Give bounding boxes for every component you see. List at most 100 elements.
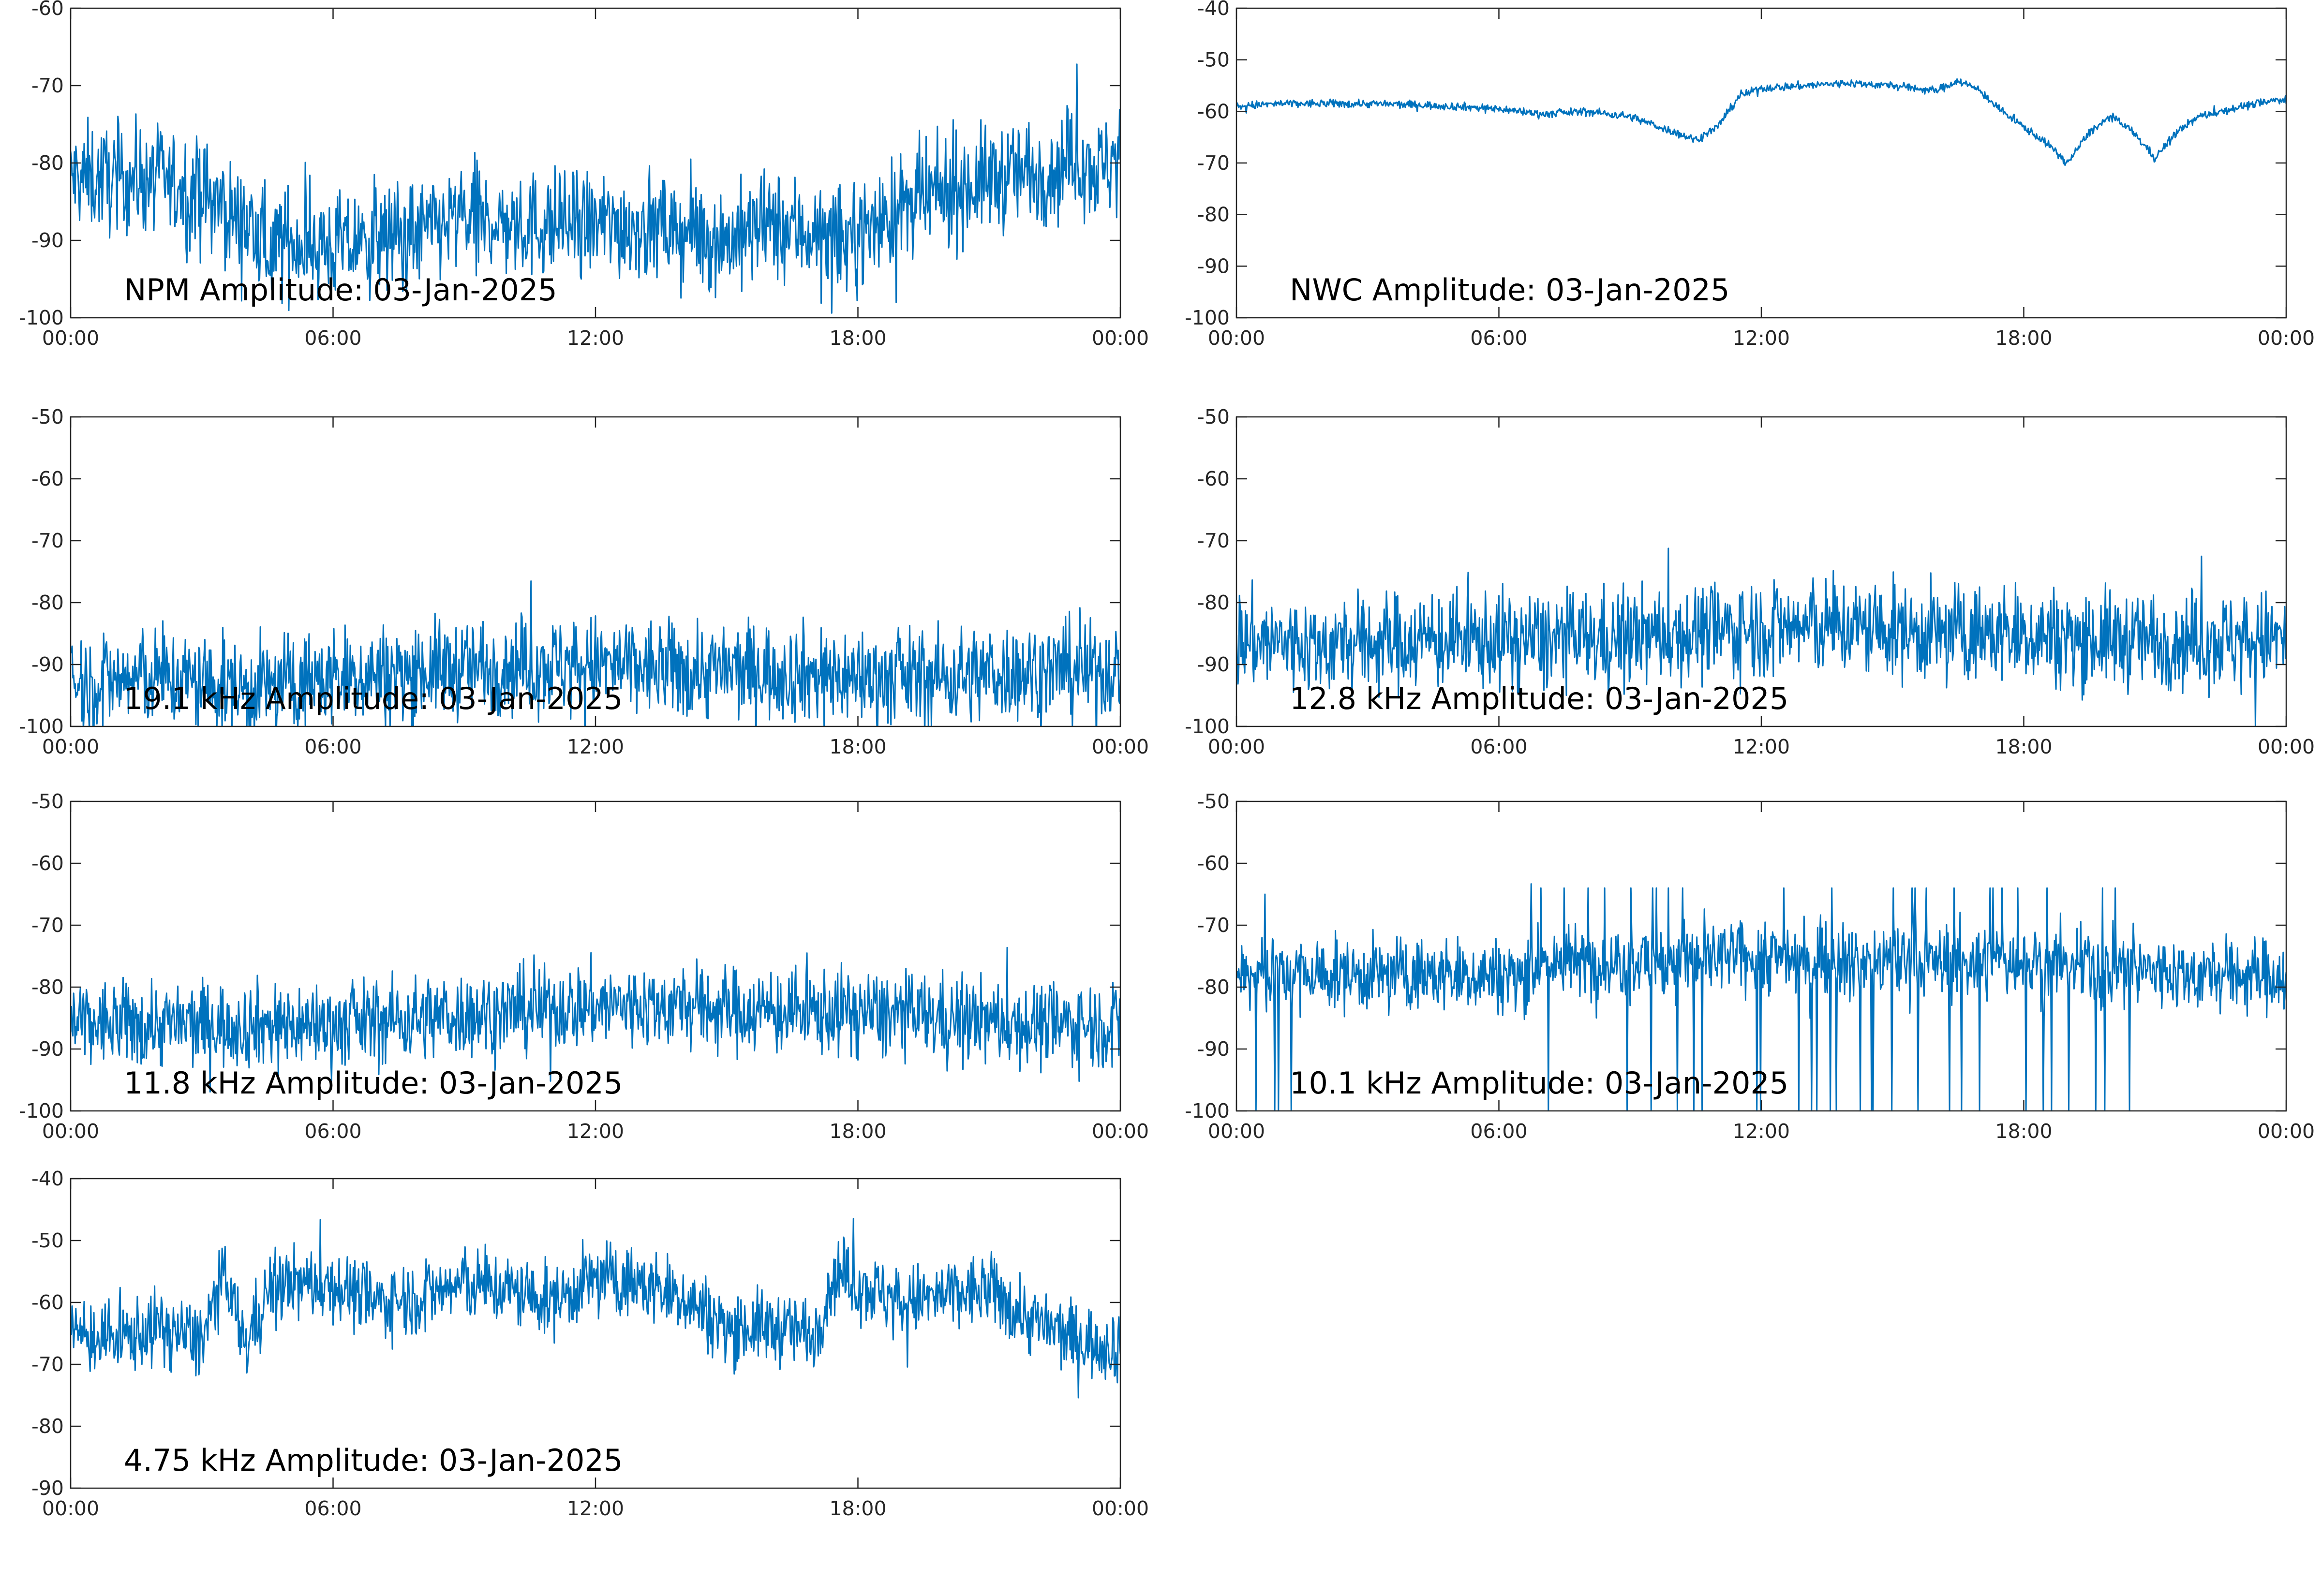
panel-title: 10.1 kHz Amplitude: 03-Jan-2025	[1290, 1065, 1788, 1101]
x-tick-label: 18:00	[829, 326, 886, 350]
y-tick-label: -70	[1197, 529, 1230, 552]
x-tick-label: 00:00	[2258, 1120, 2315, 1143]
y-tick-label: -50	[1197, 48, 1230, 72]
y-tick-label: -70	[31, 74, 64, 97]
panel-title: 4.75 kHz Amplitude: 03-Jan-2025	[124, 1443, 623, 1478]
y-tick-label: -80	[1197, 203, 1230, 226]
x-tick-label: 00:00	[1208, 1120, 1265, 1143]
x-tick-label: 00:00	[1092, 1497, 1149, 1520]
y-tick-label: -80	[31, 1415, 64, 1438]
x-tick-label: 12:00	[1733, 326, 1790, 350]
series-line	[1236, 883, 2286, 1111]
y-tick-label: -50	[31, 1229, 64, 1252]
y-tick-label: -90	[31, 1477, 64, 1500]
y-tick-label: -50	[1197, 405, 1230, 429]
y-tick-label: -100	[1185, 1099, 1230, 1123]
y-tick-label: -90	[31, 1037, 64, 1061]
x-tick-label: 12:00	[567, 1497, 624, 1520]
y-tick-label: -100	[1185, 715, 1230, 738]
y-tick-label: -60	[31, 852, 64, 875]
x-tick-label: 06:00	[1470, 326, 1527, 350]
panel-title: 19.1 kHz Amplitude: 03-Jan-2025	[124, 681, 623, 716]
y-tick-label: -40	[31, 1167, 64, 1190]
y-tick-label: -80	[31, 975, 64, 999]
y-tick-label: -100	[19, 715, 64, 738]
x-tick-label: 00:00	[1092, 326, 1149, 350]
series-line	[71, 1218, 1120, 1399]
y-tick-label: -100	[1185, 306, 1230, 329]
y-tick-label: -80	[1197, 591, 1230, 614]
y-tick-label: -50	[1197, 790, 1230, 813]
x-tick-label: 06:00	[304, 1497, 361, 1520]
x-tick-label: 18:00	[1995, 735, 2052, 758]
x-tick-label: 12:00	[567, 1120, 624, 1143]
y-tick-label: -50	[31, 790, 64, 813]
y-tick-label: -90	[1197, 1037, 1230, 1061]
x-tick-label: 12:00	[1733, 735, 1790, 758]
y-tick-label: -50	[31, 405, 64, 429]
y-tick-label: -80	[31, 151, 64, 175]
y-tick-label: -60	[1197, 467, 1230, 490]
axes-frame	[70, 1178, 1121, 1489]
series-line	[71, 580, 1120, 726]
series-line	[71, 946, 1120, 1093]
axes-frame	[1235, 7, 2287, 319]
x-tick-label: 06:00	[304, 735, 361, 758]
y-tick-label: -60	[1197, 852, 1230, 875]
y-tick-label: -70	[31, 1353, 64, 1376]
x-tick-label: 12:00	[1733, 1120, 1790, 1143]
x-tick-label: 00:00	[42, 1497, 99, 1520]
x-tick-label: 18:00	[1995, 326, 2052, 350]
x-tick-label: 06:00	[1470, 1120, 1527, 1143]
panel-title: 11.8 kHz Amplitude: 03-Jan-2025	[124, 1065, 623, 1101]
x-tick-label: 18:00	[829, 735, 886, 758]
y-tick-label: -90	[31, 229, 64, 252]
y-tick-label: -100	[19, 306, 64, 329]
x-tick-label: 00:00	[2258, 326, 2315, 350]
y-tick-label: -70	[31, 914, 64, 937]
x-tick-label: 06:00	[1470, 735, 1527, 758]
y-tick-label: -90	[31, 653, 64, 676]
axes-frame	[70, 7, 1121, 319]
x-tick-label: 18:00	[829, 1497, 886, 1520]
x-tick-label: 00:00	[42, 1120, 99, 1143]
x-tick-label: 00:00	[1208, 735, 1265, 758]
y-tick-label: -60	[31, 1291, 64, 1314]
x-tick-label: 00:00	[42, 735, 99, 758]
y-tick-label: -60	[1197, 100, 1230, 123]
x-tick-label: 06:00	[304, 1120, 361, 1143]
x-tick-label: 18:00	[829, 1120, 886, 1143]
x-tick-label: 00:00	[1092, 735, 1149, 758]
y-tick-label: -80	[1197, 975, 1230, 999]
y-tick-label: -100	[19, 1099, 64, 1123]
y-tick-label: -60	[31, 467, 64, 490]
y-tick-label: -90	[1197, 653, 1230, 676]
x-tick-label: 18:00	[1995, 1120, 2052, 1143]
x-tick-label: 00:00	[42, 326, 99, 350]
y-tick-label: -60	[31, 0, 64, 20]
x-tick-label: 00:00	[1092, 1120, 1149, 1143]
panel-title: NPM Amplitude: 03-Jan-2025	[124, 272, 557, 308]
x-tick-label: 06:00	[304, 326, 361, 350]
y-tick-label: -70	[1197, 151, 1230, 175]
y-tick-label: -70	[1197, 914, 1230, 937]
series-line	[1236, 547, 2286, 726]
y-tick-label: -40	[1197, 0, 1230, 20]
x-tick-label: 00:00	[2258, 735, 2315, 758]
x-tick-label: 12:00	[567, 735, 624, 758]
x-tick-label: 00:00	[1208, 326, 1265, 350]
y-tick-label: -70	[31, 529, 64, 552]
y-tick-label: -90	[1197, 254, 1230, 278]
series-line	[1236, 78, 2286, 166]
panel-title: NWC Amplitude: 03-Jan-2025	[1290, 272, 1729, 308]
series-line	[71, 63, 1120, 314]
x-tick-label: 12:00	[567, 326, 624, 350]
